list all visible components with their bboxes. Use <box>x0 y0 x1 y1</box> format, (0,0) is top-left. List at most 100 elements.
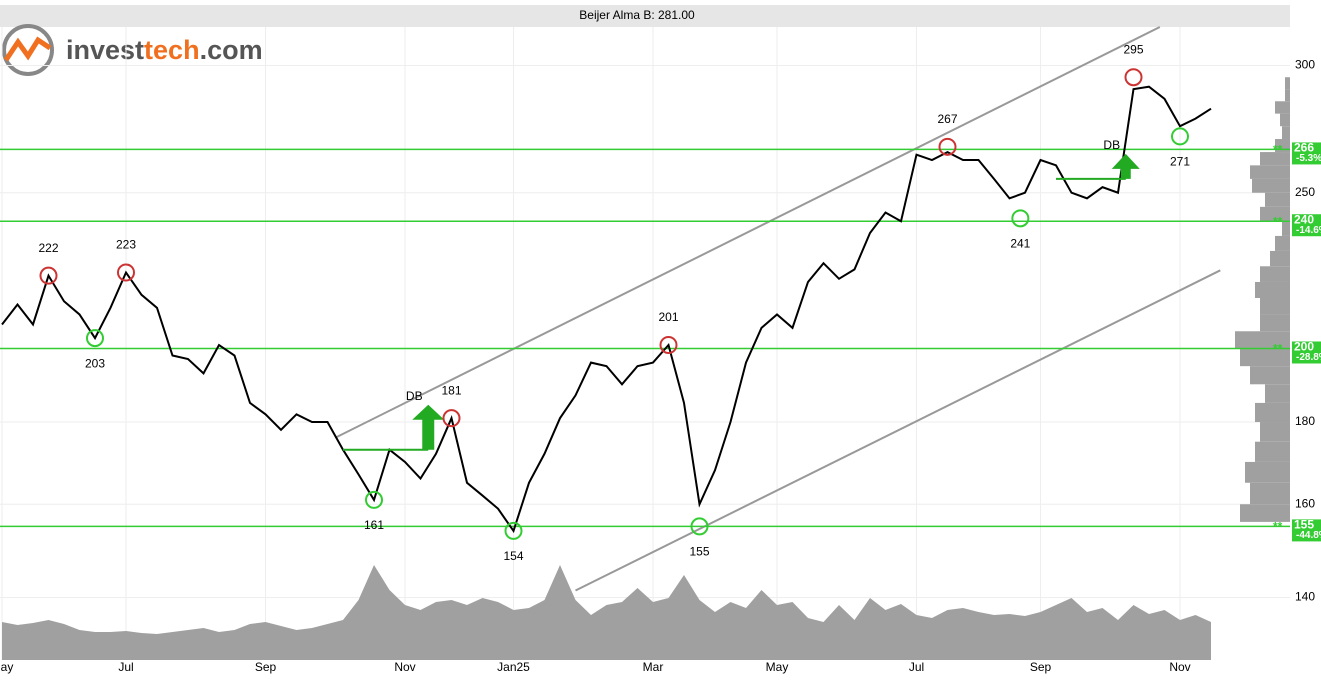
x-tick-label: Sep <box>1030 660 1052 674</box>
y-tick-label: 140 <box>1295 590 1315 604</box>
logo: investtech.com <box>2 24 263 76</box>
price-line <box>1 85 1212 534</box>
x-tick-label: May <box>766 660 789 674</box>
extreme-label: 154 <box>503 549 523 563</box>
profile-bar <box>1255 402 1290 423</box>
profile-bar <box>1250 366 1290 385</box>
extreme-label: 222 <box>38 241 58 255</box>
level-change: -28.8% <box>1296 352 1321 363</box>
extreme-label: 155 <box>689 545 709 559</box>
profile-bar <box>1265 384 1290 403</box>
profile-bar <box>1280 113 1290 127</box>
level-label: 200 <box>1294 340 1314 354</box>
level-change: -5.3% <box>1296 153 1321 164</box>
profile-bar <box>1260 266 1290 282</box>
level-label: 266 <box>1294 141 1314 155</box>
x-tick-label: Jan25 <box>497 660 530 674</box>
logo-part: invest <box>66 35 144 65</box>
level-marker: ** <box>1273 143 1283 157</box>
y-tick-label: 160 <box>1295 496 1315 510</box>
extreme-label: 203 <box>85 356 105 370</box>
profile-bar <box>1282 221 1290 236</box>
profile-bar <box>1250 165 1290 179</box>
chart-title: Beijer Alma B: 281.00 <box>579 8 695 22</box>
x-tick-label: Jul <box>118 660 133 674</box>
profile-bar <box>1260 422 1290 442</box>
profile-bar <box>1240 504 1290 522</box>
level-marker: ** <box>1273 342 1283 356</box>
extreme-marker <box>1124 68 1143 87</box>
extreme-label: 201 <box>658 310 678 324</box>
level-marker: ** <box>1273 520 1283 534</box>
level-label: 155 <box>1294 518 1314 532</box>
level-marker: ** <box>1273 214 1283 228</box>
signal-arrow <box>412 404 445 450</box>
profile-bar <box>1282 126 1290 140</box>
signal-arrow <box>1111 153 1140 179</box>
extreme-marker <box>504 521 523 540</box>
level-label: 240 <box>1294 212 1314 226</box>
profile-bar <box>1275 235 1290 251</box>
profile-bar <box>1285 77 1290 90</box>
y-tick-label: 300 <box>1295 58 1315 72</box>
x-tick-label: Mar <box>643 660 664 674</box>
level-change: -44.8% <box>1296 530 1321 541</box>
profile-bar <box>1285 89 1290 102</box>
y-tick-label: 180 <box>1295 414 1315 428</box>
level-box <box>1292 519 1321 542</box>
profile-bar <box>1260 152 1290 166</box>
profile-bar <box>1270 250 1290 267</box>
extreme-label: 223 <box>116 238 136 252</box>
signal-label: DB <box>406 389 423 403</box>
profile-bar <box>1255 441 1290 462</box>
profile-bar <box>1275 101 1290 114</box>
y-tick-label: 250 <box>1295 185 1315 199</box>
extreme-marker <box>659 336 678 355</box>
profile-bar <box>1235 331 1290 349</box>
extreme-label: 295 <box>1123 42 1143 56</box>
extreme-label: 161 <box>364 518 384 532</box>
logo-part: .com <box>200 35 263 65</box>
x-tick-label: May <box>0 660 13 674</box>
extreme-marker <box>690 517 709 536</box>
extreme-marker <box>117 263 135 282</box>
logo-icon <box>3 36 52 62</box>
level-box <box>1292 341 1321 364</box>
extreme-marker <box>39 266 58 285</box>
trend-channel <box>575 269 1221 592</box>
profile-bar <box>1265 192 1290 207</box>
signal-label: DB <box>1103 138 1120 152</box>
volume-area <box>2 565 1211 660</box>
profile-bar <box>1260 314 1290 332</box>
trend-channel <box>334 26 1161 439</box>
extreme-marker <box>442 409 461 428</box>
x-tick-label: Nov <box>1169 660 1190 674</box>
extreme-marker <box>1171 127 1189 146</box>
title-bar <box>0 5 1290 27</box>
x-tick-label: Jul <box>909 660 924 674</box>
logo-part: tech <box>144 35 200 65</box>
profile-bar <box>1260 298 1290 315</box>
extreme-label: 267 <box>937 112 957 126</box>
profile-bar <box>1255 281 1290 299</box>
logo-ring <box>2 24 54 76</box>
logo-text: investtech.com <box>66 35 263 65</box>
level-box <box>1292 214 1321 237</box>
profile-bar <box>1260 206 1290 222</box>
level-box <box>1292 142 1321 165</box>
extreme-label: 181 <box>441 383 461 397</box>
profile-bar <box>1250 482 1290 505</box>
extreme-marker <box>938 137 957 156</box>
profile-bar <box>1252 178 1290 193</box>
extreme-marker <box>86 329 104 348</box>
x-tick-label: Sep <box>255 660 277 674</box>
extreme-label: 241 <box>1010 236 1030 250</box>
profile-bar <box>1245 461 1290 483</box>
level-change: -14.6% <box>1296 225 1321 236</box>
profile-bar <box>1240 348 1290 367</box>
x-tick-label: Nov <box>394 660 415 674</box>
extreme-marker <box>365 490 383 509</box>
extreme-marker <box>1011 209 1030 228</box>
extreme-label: 271 <box>1170 155 1190 169</box>
